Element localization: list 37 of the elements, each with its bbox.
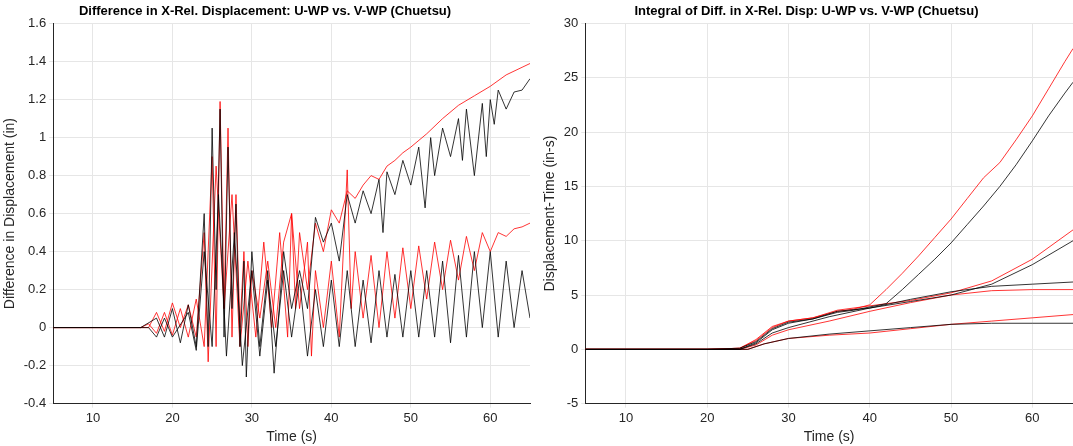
y-tick-label: 1 [38,129,47,145]
x-tick-label: 20 [699,409,715,425]
x-tick-label: 40 [324,409,339,425]
y-tick-label: -0.4 [23,395,47,411]
x-tick-label: 40 [862,409,878,425]
y-tick-label: 1.2 [28,91,47,107]
x-axis-title: Time (s) [803,428,855,445]
x-tick-label: 60 [1025,409,1040,425]
y-tick-label: 0.2 [28,281,47,297]
y-tick-label: 10 [563,232,579,248]
x-tick-label: 60 [483,409,498,425]
y-tick-label: 1.6 [28,15,47,31]
chart-title: Difference in X-Rel. Displacement: U-WP vs. V-WP (Chuetsu) [78,3,452,19]
y-tick-label: 0.8 [28,167,47,183]
x-axis-title: Time (s) [266,428,318,445]
y-tick-label: -5 [566,395,579,411]
x-tick-label: 50 [403,409,419,425]
y-tick-label: 25 [563,69,579,85]
y-tick-label: 15 [563,178,579,194]
x-tick-label: 10 [618,409,634,425]
y-tick-label: 0.6 [28,205,47,221]
y-tick-label: 20 [563,123,579,139]
y-tick-label: 0.4 [28,243,47,259]
x-tick-label: 30 [781,409,796,425]
x-tick-label: 10 [85,409,101,425]
y-tick-label: 0 [38,319,47,335]
y-tick-label: -0.2 [23,357,47,373]
x-tick-label: 20 [165,409,180,425]
x-tick-label: 30 [244,409,260,425]
y-axis-title: Difference in Displacement (in) [1,118,18,310]
y-tick-label: 0 [571,340,579,356]
x-tick-label: 50 [943,409,959,425]
y-tick-label: 5 [571,286,579,302]
y-tick-label: 1.4 [28,53,47,69]
chart-title: Integral of Diff. in X-Rel. Disp: U-WP vs. V-WP (Chuetsu) [634,3,979,19]
y-axis-title: Displacement-Time (in-s) [541,135,558,292]
y-tick-label: 30 [563,15,579,31]
